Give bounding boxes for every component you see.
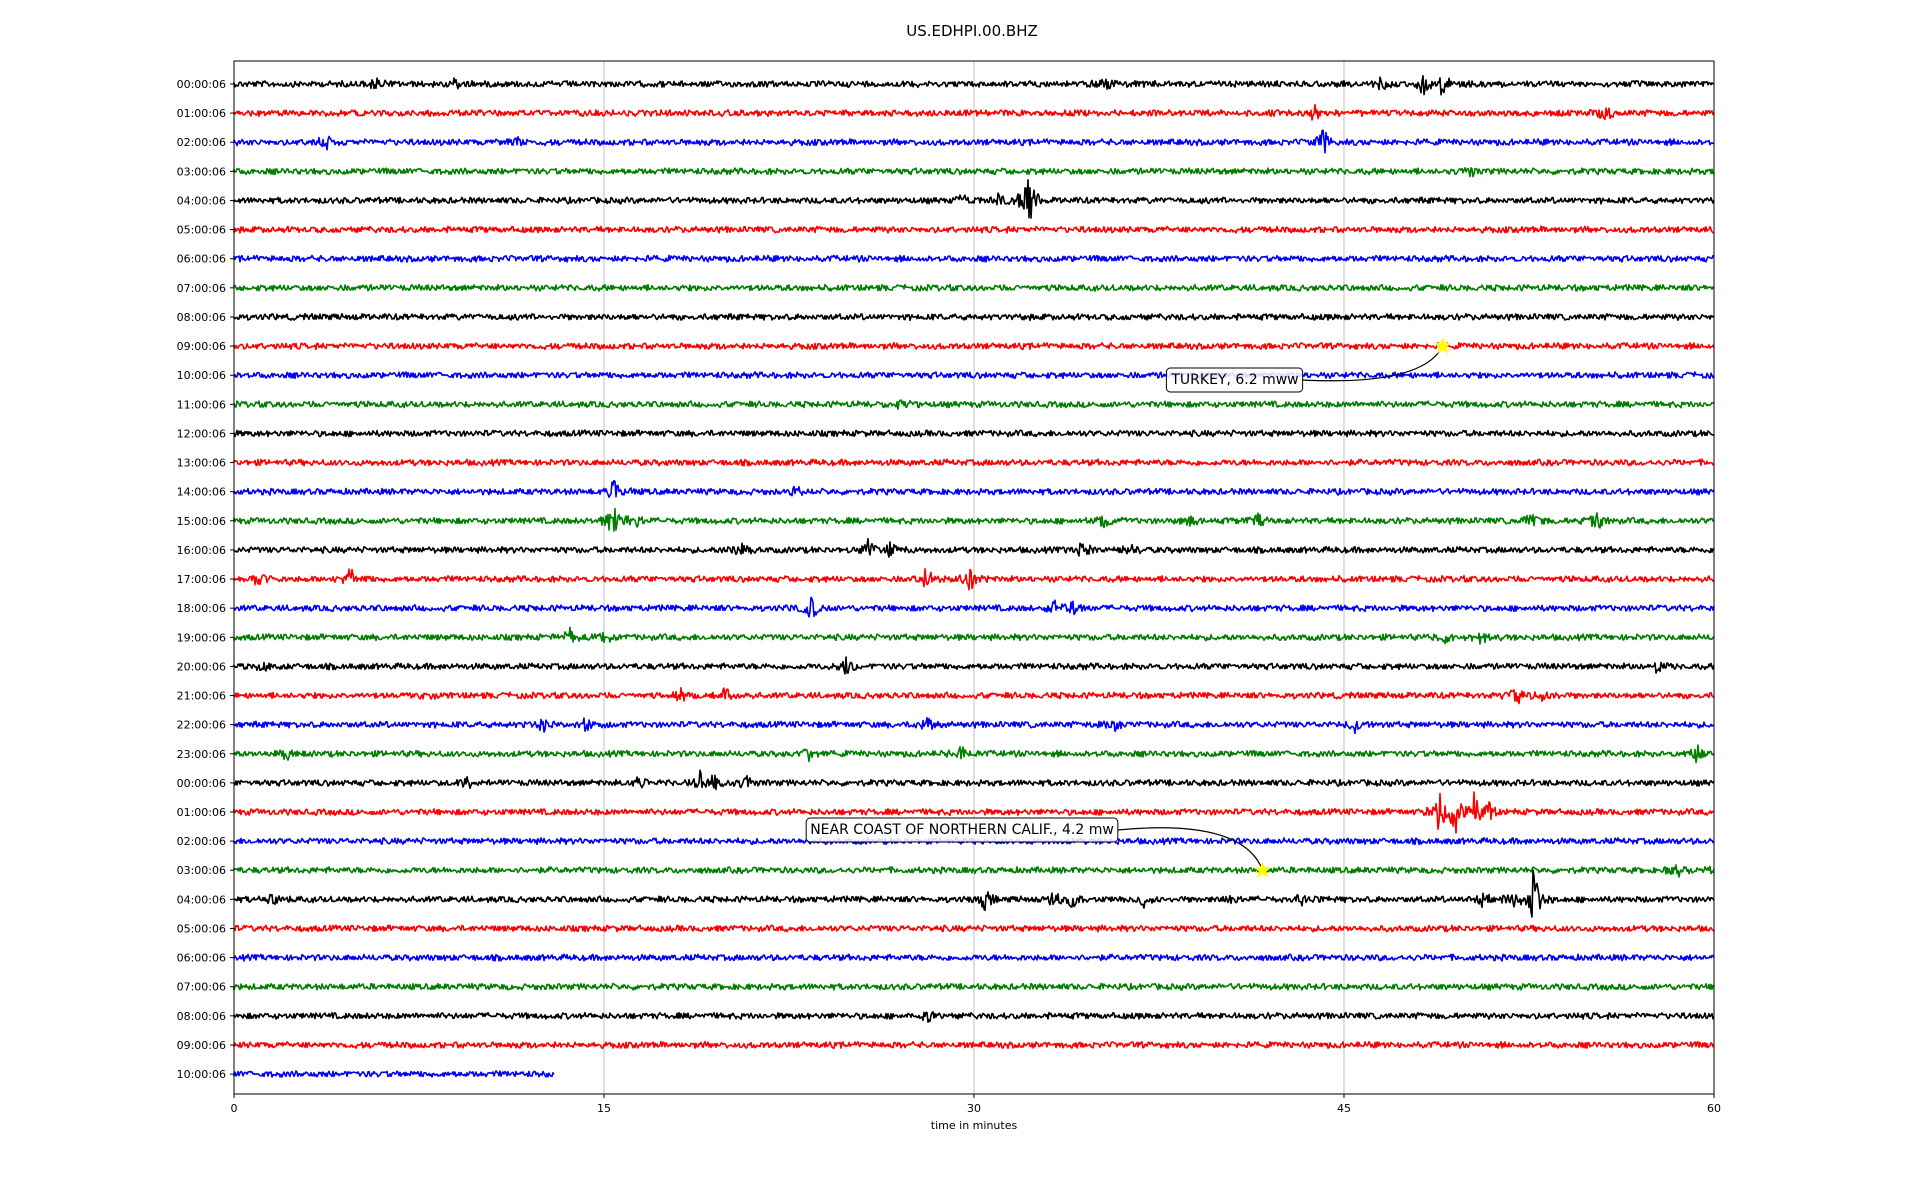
x-axis-label: time in minutes xyxy=(931,1119,1018,1132)
y-tick-label-33: 09:00:06 xyxy=(177,1039,226,1052)
trace-row-27 xyxy=(233,864,1715,878)
trace-row-23 xyxy=(233,744,1715,764)
y-tick-label-27: 03:00:06 xyxy=(177,864,226,877)
trace-row-14 xyxy=(233,479,1715,498)
trace-row-5 xyxy=(233,225,1715,234)
trace-row-7 xyxy=(233,283,1715,292)
x-tick-label-0: 0 xyxy=(231,1102,238,1115)
trace-row-28 xyxy=(233,869,1715,918)
y-tick-label-32: 08:00:06 xyxy=(177,1010,226,1023)
event-star-icon-0 xyxy=(1434,336,1452,354)
trace-row-12 xyxy=(233,429,1715,438)
y-tick-label-19: 19:00:06 xyxy=(177,631,226,644)
trace-row-24 xyxy=(233,769,1715,791)
trace-row-13 xyxy=(233,458,1715,467)
y-tick-label-15: 15:00:06 xyxy=(177,515,226,528)
y-tick-label-5: 05:00:06 xyxy=(177,224,226,237)
trace-row-32 xyxy=(233,1011,1715,1023)
y-tick-label-0: 00:00:06 xyxy=(177,78,226,91)
x-tick-label-4: 60 xyxy=(1707,1102,1721,1115)
y-tick-label-25: 01:00:06 xyxy=(177,806,226,819)
trace-row-4 xyxy=(233,179,1715,219)
trace-row-20 xyxy=(233,656,1715,675)
y-tick-label-34: 10:00:06 xyxy=(177,1068,226,1081)
y-tick-label-20: 20:00:06 xyxy=(177,660,226,673)
trace-row-6 xyxy=(233,254,1715,263)
y-tick-label-31: 07:00:06 xyxy=(177,981,226,994)
y-tick-label-9: 09:00:06 xyxy=(177,340,226,353)
trace-row-15 xyxy=(233,507,1715,532)
y-tick-label-6: 06:00:06 xyxy=(177,253,226,266)
y-tick-label-28: 04:00:06 xyxy=(177,893,226,906)
trace-row-22 xyxy=(233,717,1715,735)
y-tick-label-8: 08:00:06 xyxy=(177,311,226,324)
trace-layer xyxy=(233,75,1715,1078)
y-tick-label-16: 16:00:06 xyxy=(177,544,226,557)
x-tick-labels: 0 15 30 45 60 xyxy=(231,1094,1721,1115)
y-tick-label-3: 03:00:06 xyxy=(177,165,226,178)
y-tick-label-13: 13:00:06 xyxy=(177,457,226,470)
trace-row-9 xyxy=(233,341,1715,351)
event-annotations: TURKEY, 6.2 mww NEAR COAST OF NORTHERN CA… xyxy=(805,336,1452,878)
event-star-icon-1 xyxy=(1253,861,1272,878)
event-label-1: NEAR COAST OF NORTHERN CALIF., 4.2 mw xyxy=(810,822,1114,838)
trace-row-11 xyxy=(233,399,1715,410)
y-tick-label-1: 01:00:06 xyxy=(177,107,226,120)
chart-title: US.EDHPI.00.BHZ xyxy=(906,22,1038,40)
trace-row-8 xyxy=(233,312,1715,322)
y-tick-label-18: 18:00:06 xyxy=(177,602,226,615)
trace-row-30 xyxy=(233,953,1715,962)
x-tick-label-2: 30 xyxy=(967,1102,981,1115)
y-tick-label-26: 02:00:06 xyxy=(177,835,226,848)
y-tick-labels: 00:00:06 01:00:06 02:00:06 03:00:06 04:00:06… xyxy=(177,78,234,1081)
y-tick-label-10: 10:00:06 xyxy=(177,369,226,382)
trace-row-33 xyxy=(233,1040,1715,1050)
event-connector-1 xyxy=(1117,827,1264,871)
y-tick-label-11: 11:00:06 xyxy=(177,398,226,411)
y-tick-label-14: 14:00:06 xyxy=(177,486,226,499)
y-tick-label-12: 12:00:06 xyxy=(177,427,226,440)
event-annotation-1: NEAR COAST OF NORTHERN CALIF., 4.2 mw xyxy=(805,817,1272,878)
y-tick-label-4: 04:00:06 xyxy=(177,194,226,207)
trace-row-16 xyxy=(233,537,1715,558)
trace-row-19 xyxy=(233,626,1715,645)
y-tick-label-2: 02:00:06 xyxy=(177,136,226,149)
trace-row-18 xyxy=(233,596,1715,618)
trace-row-10 xyxy=(233,371,1715,380)
y-tick-label-17: 17:00:06 xyxy=(177,573,226,586)
x-tick-label-3: 45 xyxy=(1337,1102,1351,1115)
trace-row-29 xyxy=(233,924,1715,933)
y-tick-label-23: 23:00:06 xyxy=(177,748,226,761)
y-tick-label-22: 22:00:06 xyxy=(177,719,226,732)
trace-row-25 xyxy=(233,791,1715,834)
trace-row-31 xyxy=(233,982,1715,991)
x-tick-label-1: 15 xyxy=(597,1102,611,1115)
y-tick-label-24: 00:00:06 xyxy=(177,777,226,790)
trace-row-2 xyxy=(233,129,1715,154)
trace-row-21 xyxy=(233,687,1715,705)
event-annotation-0: TURKEY, 6.2 mww xyxy=(1165,336,1452,393)
event-label-0: TURKEY, 6.2 mww xyxy=(1170,372,1298,388)
trace-row-3 xyxy=(233,167,1715,178)
trace-row-1 xyxy=(233,103,1715,121)
trace-row-17 xyxy=(233,568,1715,591)
y-tick-label-21: 21:00:06 xyxy=(177,690,226,703)
trace-row-0 xyxy=(233,75,1715,96)
y-tick-label-30: 06:00:06 xyxy=(177,952,226,965)
event-connector-0 xyxy=(1302,345,1444,382)
trace-row-34 xyxy=(233,1070,555,1078)
y-tick-label-7: 07:00:06 xyxy=(177,282,226,295)
y-tick-label-29: 05:00:06 xyxy=(177,922,226,935)
